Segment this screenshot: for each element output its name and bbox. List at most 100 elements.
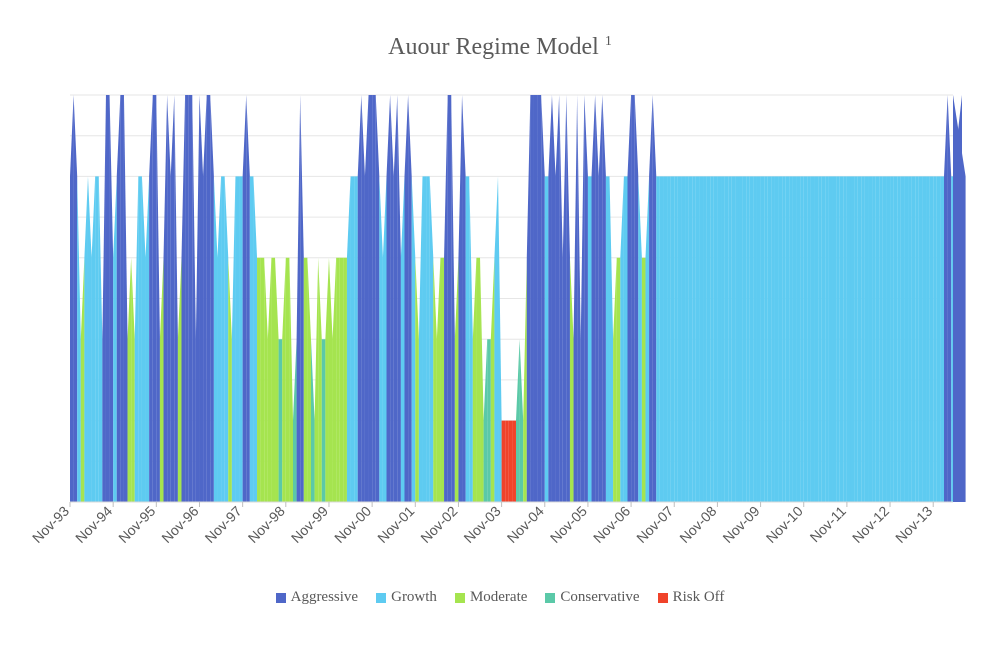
regime-band [519, 339, 524, 502]
regime-band [199, 95, 204, 502]
regime-band [447, 95, 452, 502]
regime-band [174, 95, 178, 502]
x-tick-label: Nov-99 [288, 503, 331, 546]
regime-band [404, 95, 409, 502]
regime-band [548, 95, 552, 502]
regime-band [292, 339, 297, 502]
regime-band [951, 176, 953, 502]
regime-band [749, 176, 754, 502]
regime-band [372, 95, 376, 502]
regime-band [900, 176, 905, 502]
regime-band [382, 176, 387, 502]
regime-band [555, 95, 560, 502]
regime-band [559, 95, 563, 502]
regime-band [472, 257, 477, 502]
regime-band [354, 176, 358, 502]
regime-band [818, 176, 822, 502]
regime-band [379, 176, 383, 502]
chart-title-text: Auour Regime Model [388, 34, 599, 60]
regime-band [156, 95, 160, 502]
regime-band [771, 176, 775, 502]
regime-band [670, 176, 675, 502]
regime-band [861, 176, 865, 502]
regime-band [584, 95, 588, 502]
regime-band [314, 257, 319, 502]
regime-band [918, 176, 923, 502]
regime-band [760, 176, 765, 502]
x-tick-label: Nov-09 [719, 503, 762, 546]
regime-band [544, 176, 549, 502]
regime-band [310, 339, 315, 502]
legend-label: Conservative [560, 589, 640, 605]
regime-band [685, 176, 689, 502]
regime-band [494, 176, 499, 502]
regime-band [501, 420, 506, 502]
regime-band [731, 176, 736, 502]
regime-band [152, 95, 157, 502]
regime-band [602, 95, 606, 502]
regime-band [953, 95, 966, 502]
regime-band [850, 176, 855, 502]
regime-band [613, 257, 617, 502]
regime-band [80, 257, 85, 502]
x-tick-label: Nov-95 [115, 503, 158, 546]
regime-band [908, 176, 912, 502]
regime-band [944, 95, 948, 502]
regime-band [483, 339, 488, 502]
regime-band [641, 257, 646, 502]
regime-band [814, 176, 819, 502]
regime-band [465, 176, 470, 502]
regime-band [105, 95, 110, 502]
regime-band [397, 95, 401, 502]
regime-band [681, 176, 686, 502]
regime-band [454, 257, 459, 502]
regime-band [332, 257, 337, 502]
regime-band [145, 176, 150, 502]
regime-band [634, 95, 639, 502]
regime-band [735, 176, 739, 502]
chart-title: Auour Regime Model 1 [0, 34, 1000, 61]
regime-band [649, 95, 653, 502]
legend-item: Aggressive [275, 589, 358, 606]
regime-band [246, 95, 250, 502]
regime-band [789, 176, 793, 502]
regime-band [159, 257, 164, 502]
regime-band [782, 176, 786, 502]
regime-band [911, 176, 916, 502]
regime-band [692, 176, 696, 502]
regime-band [659, 176, 664, 502]
regime-band [217, 176, 222, 502]
regime-band [98, 176, 103, 502]
x-tick-label: Nov-03 [460, 503, 503, 546]
regime-band [84, 176, 88, 502]
regime-band [350, 176, 355, 502]
x-axis-ticks: Nov-93 Nov-94 Nov-95 Nov-96 Nov-97 Nov-98 Nov-… [29, 502, 935, 546]
legend-label: Moderate [469, 589, 528, 605]
x-tick-label: Nov-12 [849, 503, 892, 546]
regime-band [336, 257, 340, 502]
regime-band [940, 176, 945, 502]
regime-band [541, 95, 545, 502]
regime-band [508, 420, 513, 502]
regime-band [738, 176, 743, 502]
regime-band [523, 257, 527, 502]
regime-band [271, 257, 276, 502]
regime-band [721, 176, 725, 502]
regime-band [368, 95, 373, 502]
regime-band [792, 176, 797, 502]
regime-band [429, 176, 434, 502]
regime-band [598, 95, 603, 502]
regime-band [832, 176, 837, 502]
regime-band [710, 176, 714, 502]
regime-band [836, 176, 840, 502]
regime-band [253, 176, 258, 502]
regime-band [278, 339, 283, 502]
regime-band [390, 95, 394, 502]
regime-band [375, 95, 380, 502]
legend-item: Moderate [454, 589, 528, 606]
regime-band [717, 176, 722, 502]
regime-band [102, 95, 106, 502]
regime-band [498, 176, 502, 502]
regime-band [127, 257, 132, 502]
legend-swatch [545, 592, 556, 603]
